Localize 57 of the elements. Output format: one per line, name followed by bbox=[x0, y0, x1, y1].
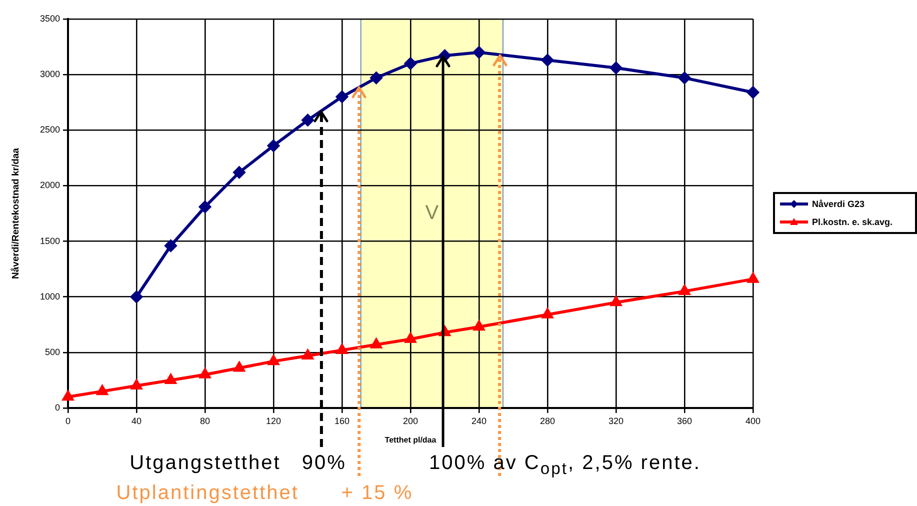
point bbox=[96, 385, 108, 396]
x-tick-label: 40 bbox=[131, 416, 142, 426]
point bbox=[164, 240, 177, 252]
y-tick-label: 3500 bbox=[40, 13, 60, 24]
legend-label: Pl.kostn. e. sk.avg. bbox=[812, 216, 893, 226]
band-label: V bbox=[425, 202, 440, 224]
x-tick-label: 0 bbox=[65, 416, 71, 426]
point bbox=[62, 390, 74, 401]
point bbox=[473, 46, 485, 58]
point bbox=[336, 90, 348, 103]
y-tick-label: 0 bbox=[54, 402, 60, 412]
point bbox=[678, 72, 690, 84]
point bbox=[610, 296, 622, 306]
point bbox=[542, 308, 553, 318]
point bbox=[610, 62, 622, 74]
x-tick-label: 320 bbox=[608, 416, 624, 426]
y-tick-label: 2000 bbox=[40, 180, 60, 190]
y-tick-label: 500 bbox=[44, 346, 60, 357]
y-axis-title: Nåverdi/Rentekostnad kr/daa bbox=[10, 147, 22, 279]
point bbox=[679, 285, 690, 296]
x-tick-label: 200 bbox=[402, 416, 418, 426]
y-tick-label: 2500 bbox=[40, 124, 60, 135]
point bbox=[542, 54, 554, 66]
point bbox=[748, 273, 758, 283]
legend-label: Nåverdi G23 bbox=[812, 198, 865, 208]
x-tick-label: 360 bbox=[676, 416, 692, 426]
ref-line-label: Utgangstetthet 90% bbox=[130, 452, 346, 475]
point bbox=[268, 355, 279, 366]
point bbox=[234, 362, 245, 372]
point bbox=[747, 86, 759, 98]
x-tick-label: 80 bbox=[200, 416, 210, 426]
ref-line-label: 100% av C$_{opt}$, 2,5% rente. bbox=[429, 452, 701, 480]
x-tick-label: 280 bbox=[540, 416, 556, 426]
x-axis-title: Tetthet pl/daa bbox=[384, 435, 437, 444]
point bbox=[302, 350, 314, 360]
x-tick-label: 400 bbox=[745, 416, 761, 426]
point bbox=[131, 380, 142, 390]
point bbox=[165, 374, 176, 384]
point bbox=[233, 166, 246, 178]
point bbox=[199, 200, 211, 213]
point bbox=[336, 344, 348, 354]
ref-line-label: Utplantingstetthet + 15 % bbox=[116, 482, 414, 505]
y-tick-label: 1000 bbox=[40, 291, 60, 302]
y-tick-label: 3000 bbox=[40, 69, 60, 80]
point bbox=[404, 57, 416, 70]
point bbox=[302, 114, 314, 126]
point bbox=[200, 368, 210, 378]
x-tick-label: 120 bbox=[266, 416, 282, 426]
point bbox=[370, 72, 382, 84]
x-tick-label: 160 bbox=[334, 416, 350, 426]
point bbox=[370, 338, 382, 348]
point bbox=[405, 333, 416, 343]
point bbox=[474, 320, 484, 331]
point bbox=[130, 290, 142, 303]
point bbox=[268, 140, 280, 152]
x-tick-label: 240 bbox=[471, 416, 487, 426]
y-tick-label: 1500 bbox=[40, 236, 60, 246]
